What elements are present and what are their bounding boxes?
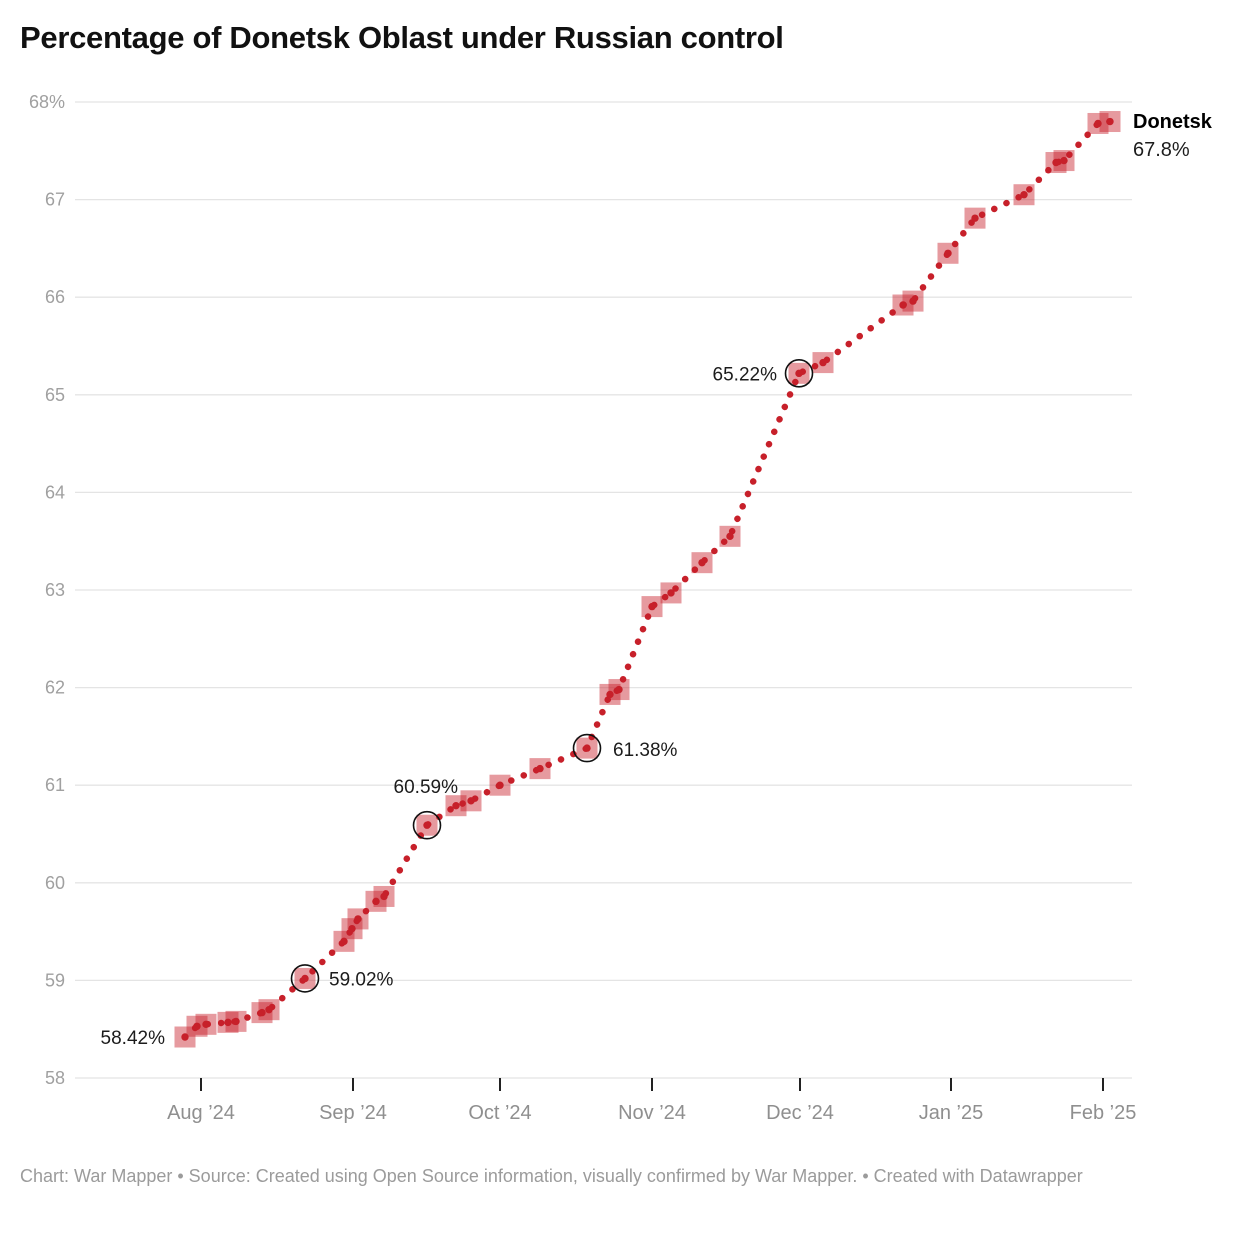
- data-point-dot[interactable]: [909, 297, 917, 305]
- x-tick-label: Oct ’24: [468, 1102, 531, 1124]
- data-point-dot[interactable]: [258, 1008, 266, 1017]
- data-point-dot[interactable]: [899, 301, 907, 309]
- annotation-label: 65.22%: [713, 364, 778, 385]
- y-tick-label: 58: [45, 1068, 65, 1088]
- y-tick-label: 65: [45, 385, 65, 405]
- y-tick-label: 60: [45, 873, 65, 893]
- data-point-dot[interactable]: [193, 1022, 201, 1030]
- annotation-circle: [412, 810, 442, 840]
- data-point-dot[interactable]: [372, 897, 380, 906]
- data-point-dot[interactable]: [1020, 191, 1028, 199]
- annotation-label: 61.38%: [613, 740, 678, 761]
- series-legend: Donetsk 67.8%: [1133, 108, 1212, 164]
- series-legend-value: 67.8%: [1133, 139, 1190, 161]
- data-point-dot[interactable]: [202, 1020, 210, 1029]
- data-point-dot[interactable]: [819, 358, 827, 367]
- data-point-dot[interactable]: [606, 690, 614, 699]
- data-point-dot[interactable]: [467, 797, 475, 805]
- y-tick-label: 62: [45, 678, 65, 698]
- data-point-dot[interactable]: [354, 915, 362, 923]
- data-point-dot[interactable]: [536, 764, 544, 773]
- annotation-circle: [784, 359, 814, 388]
- annotation-label: 60.59%: [394, 777, 459, 798]
- data-point-dot[interactable]: [1094, 119, 1102, 128]
- data-point-dot[interactable]: [1106, 117, 1114, 126]
- data-point-dot[interactable]: [944, 249, 952, 257]
- series-legend-name: Donetsk: [1133, 111, 1212, 133]
- data-point-dot[interactable]: [726, 532, 734, 541]
- data-point-dot[interactable]: [583, 744, 591, 752]
- data-point-dot[interactable]: [496, 781, 504, 789]
- x-tick-label: Jan ’25: [919, 1102, 984, 1124]
- annotation-circle: [290, 964, 320, 993]
- chart-title: Percentage of Donetsk Oblast under Russi…: [20, 20, 784, 55]
- data-point-dot[interactable]: [380, 892, 388, 901]
- x-tick-label: Sep ’24: [319, 1102, 387, 1124]
- annotation-label: 59.02%: [329, 969, 394, 990]
- x-tick-label: Dec ’24: [766, 1102, 834, 1124]
- data-point-dot[interactable]: [698, 558, 706, 567]
- data-point-dot[interactable]: [265, 1005, 273, 1014]
- data-point-dot[interactable]: [181, 1033, 189, 1041]
- data-point-dot[interactable]: [301, 974, 309, 983]
- y-tick-label: 66: [45, 287, 65, 307]
- data-point-dot[interactable]: [795, 369, 803, 378]
- y-tick-label: 61: [45, 775, 65, 795]
- annotation-circle: [572, 733, 602, 763]
- data-point-dot[interactable]: [232, 1017, 240, 1026]
- data-point-dot[interactable]: [1060, 156, 1068, 165]
- y-tick-label: 63: [45, 580, 65, 600]
- data-point-dot[interactable]: [423, 821, 431, 829]
- y-tick-label: 67: [45, 190, 65, 210]
- data-point-dot[interactable]: [971, 214, 979, 222]
- x-tick-label: Feb ’25: [1070, 1102, 1137, 1124]
- series-line: [181, 118, 1114, 1041]
- data-point-dot[interactable]: [615, 685, 623, 694]
- y-tick-label: 68%: [29, 92, 65, 112]
- data-point-dot[interactable]: [348, 924, 356, 933]
- data-point-dot[interactable]: [340, 937, 348, 946]
- data-point-dot[interactable]: [648, 602, 656, 611]
- data-point-dot[interactable]: [452, 801, 460, 810]
- data-point-dot[interactable]: [224, 1018, 232, 1027]
- x-tick-label: Aug ’24: [167, 1102, 235, 1124]
- y-tick-label: 59: [45, 970, 65, 990]
- data-point-dot[interactable]: [667, 589, 675, 597]
- annotation-label: 58.42%: [101, 1028, 166, 1049]
- data-point-dot[interactable]: [1052, 158, 1060, 167]
- x-tick-label: Nov ’24: [618, 1102, 686, 1124]
- y-tick-label: 64: [45, 482, 65, 502]
- chart-footer: Chart: War Mapper • Source: Created usin…: [20, 1166, 1083, 1186]
